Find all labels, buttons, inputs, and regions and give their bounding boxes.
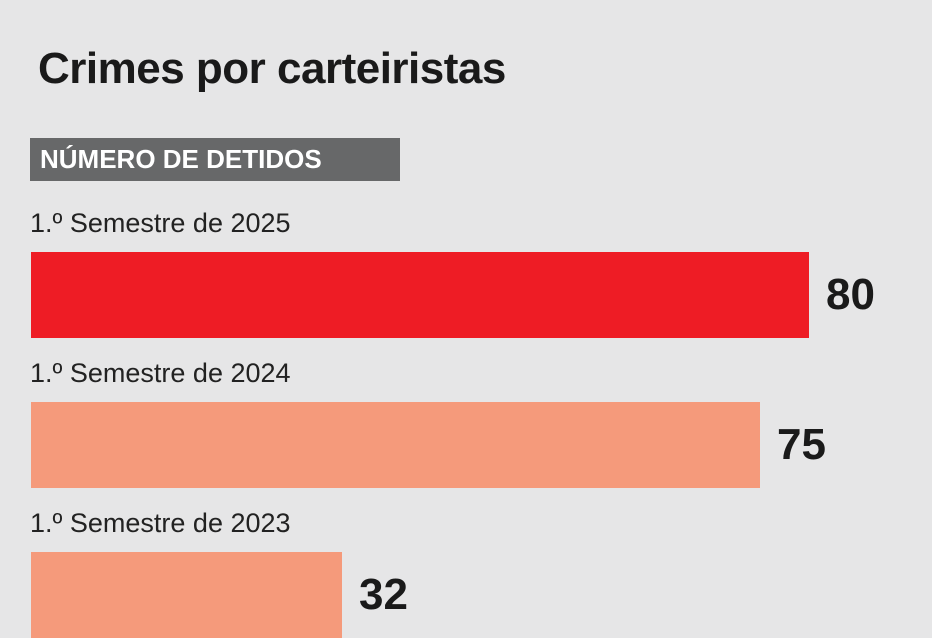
category-label: 1.º Semestre de 2024: [30, 358, 291, 388]
bar-value-label: 32: [359, 570, 408, 619]
bar: [31, 402, 760, 488]
bar-value-label: 80: [826, 270, 875, 319]
bar-chart: Crimes por carteiristas NÚMERO DE DETIDO…: [30, 44, 875, 638]
category-label: 1.º Semestre de 2025: [30, 208, 291, 238]
bars-area: 1.º Semestre de 2025 80 1.º Semestre de 20…: [30, 208, 875, 638]
category-label: 1.º Semestre de 2023: [30, 508, 291, 538]
bar-value-label: 75: [777, 420, 826, 469]
bar: [31, 552, 342, 638]
bar: [31, 252, 809, 338]
chart-subtitle: NÚMERO DE DETIDOS: [30, 138, 400, 181]
chart-title: Crimes por carteiristas: [38, 44, 506, 93]
